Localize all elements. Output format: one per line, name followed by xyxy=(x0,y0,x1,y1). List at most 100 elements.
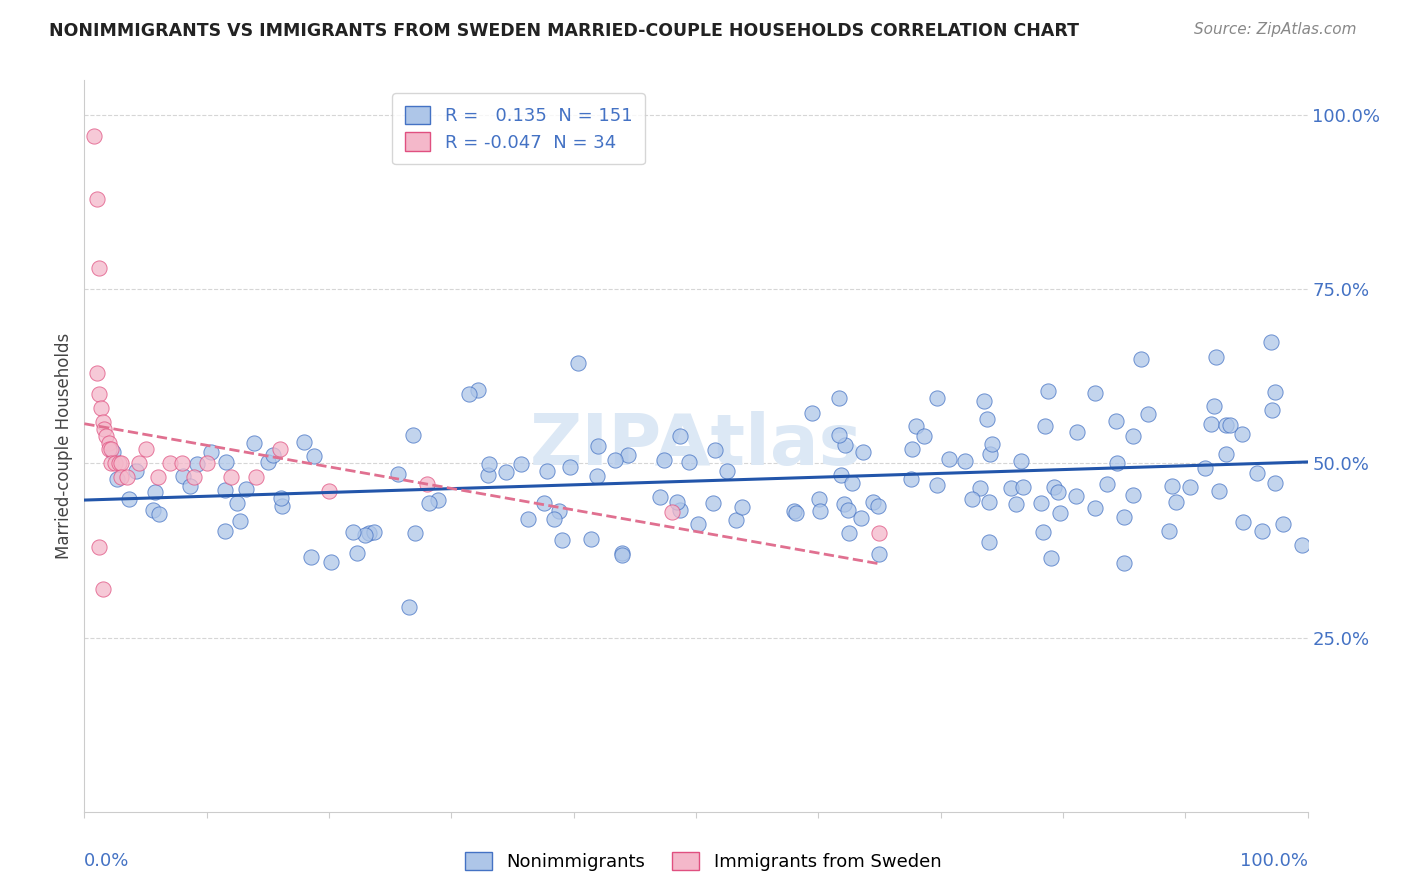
Point xyxy=(172,469,194,483)
Point xyxy=(1038,384,1060,398)
Point xyxy=(579,533,602,547)
Point xyxy=(135,442,157,457)
Point xyxy=(852,445,875,459)
Point xyxy=(200,445,222,459)
Point xyxy=(782,504,804,518)
Point xyxy=(83,128,105,143)
Point xyxy=(1261,403,1284,417)
Point xyxy=(1047,484,1070,499)
Point xyxy=(262,448,284,462)
Point xyxy=(86,366,108,380)
Point xyxy=(1232,515,1254,529)
Point xyxy=(955,454,977,468)
Point xyxy=(668,502,690,516)
Point xyxy=(866,499,889,513)
Point xyxy=(551,533,574,548)
Point xyxy=(1215,447,1237,461)
Point xyxy=(1066,425,1088,439)
Point xyxy=(125,464,148,478)
Point xyxy=(979,447,1001,461)
Point xyxy=(359,525,381,540)
Point xyxy=(960,492,983,507)
Point xyxy=(142,502,165,516)
Point xyxy=(214,524,236,538)
Point xyxy=(1112,509,1135,524)
Point xyxy=(510,458,533,472)
Point xyxy=(269,442,291,457)
Point xyxy=(97,435,120,450)
Point xyxy=(1049,506,1071,520)
Point xyxy=(800,406,823,420)
Point xyxy=(785,506,807,520)
Point xyxy=(215,455,238,469)
Point xyxy=(257,455,280,469)
Point xyxy=(808,491,831,506)
Point xyxy=(243,436,266,450)
Text: NONIMMIGRANTS VS IMMIGRANTS FROM SWEDEN MARRIED-COUPLE HOUSEHOLDS CORRELATION CH: NONIMMIGRANTS VS IMMIGRANTS FROM SWEDEN … xyxy=(49,22,1080,40)
Point xyxy=(1040,550,1063,565)
Point xyxy=(235,482,257,496)
Point xyxy=(1097,477,1119,491)
Point xyxy=(1215,417,1237,432)
Point xyxy=(1010,454,1032,468)
Point xyxy=(1205,350,1227,364)
Point xyxy=(808,504,831,518)
Point xyxy=(115,470,138,484)
Point xyxy=(1064,489,1087,503)
Point xyxy=(905,419,928,434)
Point xyxy=(1230,427,1253,442)
Point xyxy=(1137,407,1160,421)
Point xyxy=(271,499,294,513)
Point xyxy=(225,496,247,510)
Point xyxy=(912,429,935,443)
Point xyxy=(900,472,922,486)
Point xyxy=(1291,538,1313,552)
Point xyxy=(610,548,633,562)
Point xyxy=(292,435,315,450)
Point xyxy=(458,386,481,401)
Point xyxy=(1246,467,1268,481)
Point xyxy=(610,546,633,560)
Point xyxy=(87,261,110,276)
Point xyxy=(387,467,409,482)
Point xyxy=(195,457,218,471)
Point xyxy=(1201,417,1223,431)
Point xyxy=(90,401,112,415)
Point xyxy=(179,479,201,493)
Point xyxy=(91,415,114,429)
Point xyxy=(837,502,859,516)
Point xyxy=(418,496,440,510)
Point xyxy=(1129,352,1152,367)
Point xyxy=(841,476,863,491)
Point xyxy=(319,555,342,569)
Point xyxy=(1194,461,1216,475)
Point xyxy=(1029,496,1052,510)
Point xyxy=(186,457,208,471)
Point xyxy=(616,448,638,462)
Point xyxy=(969,481,991,495)
Point xyxy=(516,512,538,526)
Legend: Nonimmigrants, Immigrants from Sweden: Nonimmigrants, Immigrants from Sweden xyxy=(457,845,949,879)
Point xyxy=(302,450,325,464)
Point xyxy=(128,457,150,471)
Point xyxy=(110,470,132,484)
Point xyxy=(1264,475,1286,490)
Point xyxy=(533,495,555,509)
Text: Source: ZipAtlas.com: Source: ZipAtlas.com xyxy=(1194,22,1357,37)
Point xyxy=(828,428,851,442)
Point xyxy=(543,512,565,526)
Point xyxy=(228,514,250,528)
Point xyxy=(1164,495,1187,509)
Point xyxy=(669,429,692,443)
Point xyxy=(87,386,110,401)
Point xyxy=(1032,525,1054,540)
Point xyxy=(402,427,425,442)
Point xyxy=(495,465,517,479)
Point xyxy=(862,495,884,509)
Point xyxy=(666,495,689,509)
Y-axis label: Married-couple Households: Married-couple Households xyxy=(55,333,73,559)
Point xyxy=(1105,414,1128,428)
Point xyxy=(702,495,724,509)
Point xyxy=(1107,456,1129,470)
Point xyxy=(404,526,426,541)
